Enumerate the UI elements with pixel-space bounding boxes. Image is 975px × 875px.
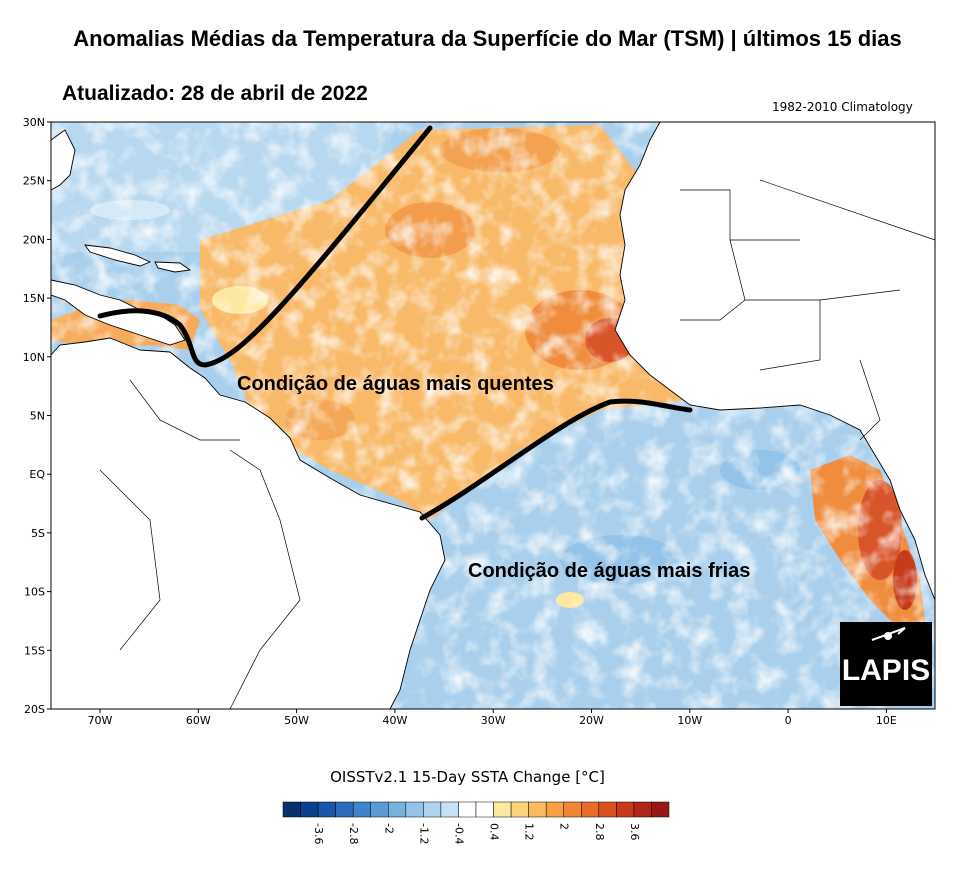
- lat-label: 30N: [23, 116, 45, 129]
- colorbar-tick-label: -2: [382, 823, 395, 834]
- colorbar-swatch: [335, 801, 354, 818]
- warm-water-annotation: Condição de águas mais quentes: [237, 373, 554, 395]
- logo-text: LAPIS: [842, 654, 930, 687]
- lat-label: 5S: [31, 527, 45, 540]
- colorbar-swatch: [423, 801, 442, 818]
- colorbar: -3.6 -2.8 -2 -1.2 -0.4 0.4 1.2 2 2.8 3.6: [282, 801, 670, 844]
- colorbar-tick-label: -2.8: [347, 823, 360, 844]
- lat-label: 5N: [30, 410, 45, 423]
- lat-label: 10N: [23, 351, 45, 364]
- colorbar-swatch: [510, 801, 529, 818]
- lat-label: 15S: [24, 644, 45, 657]
- colorbar-swatch: [633, 801, 652, 818]
- updated-date: Atualizado: 28 de abril de 2022: [62, 82, 368, 105]
- lat-label: EQ: [29, 468, 45, 481]
- colorbar-swatch: [458, 801, 477, 818]
- colorbar-swatch: [405, 801, 424, 818]
- colorbar-swatch: [475, 801, 494, 818]
- land-masses: [50, 121, 936, 710]
- colorbar-tick-label: 1.2: [523, 823, 536, 841]
- colorbar-swatch: [493, 801, 512, 818]
- cold-water-annotation: Condição de águas mais frias: [468, 560, 750, 582]
- colorbar-tick-label: 2.8: [593, 823, 606, 841]
- colorbar-swatch: [440, 801, 459, 818]
- colorbar-swatch: [317, 801, 336, 818]
- lon-label: 10E: [876, 714, 897, 727]
- page-title: Anomalias Médias da Temperatura da Super…: [73, 26, 902, 51]
- colorbar-swatch: [616, 801, 635, 818]
- colorbar-swatch: [528, 801, 547, 818]
- colorbar-label: OISSTv2.1 15-Day SSTA Change [°C]: [330, 768, 605, 786]
- lon-label: 30W: [481, 714, 506, 727]
- colorbar-swatch: [370, 801, 389, 818]
- colorbar-tick-label: 0.4: [488, 823, 501, 841]
- lon-label: 40W: [382, 714, 407, 727]
- colorbar-tick-label: -3.6: [312, 823, 325, 844]
- colorbar-tick-label: 3.6: [628, 823, 641, 841]
- colorbar-swatch: [282, 801, 301, 818]
- lon-label: 20W: [579, 714, 604, 727]
- lon-label: 10W: [677, 714, 702, 727]
- colorbar-swatch: [300, 801, 319, 818]
- colorbar-swatch: [651, 801, 670, 818]
- climatology-label: 1982-2010 Climatology: [772, 100, 913, 114]
- lat-label: 15N: [23, 292, 45, 305]
- lat-label: 20S: [24, 703, 45, 716]
- colorbar-swatch: [598, 801, 617, 818]
- warm-region-boundary: [97, 125, 693, 521]
- lat-label: 20N: [23, 233, 45, 246]
- axis-labels: 70W 60W 50W 40W 30W 20W 10W 0 10E 30N 25N 20N 15N 10N…: [23, 116, 897, 727]
- lon-label: 60W: [186, 714, 211, 727]
- lon-label: 70W: [88, 714, 113, 727]
- lat-label: 10S: [24, 586, 45, 599]
- colorbar-tick-label: -0.4: [452, 823, 465, 844]
- lon-label: 0: [785, 714, 792, 727]
- lon-label: 50W: [284, 714, 309, 727]
- colorbar-swatch: [388, 801, 407, 818]
- colorbar-swatch: [352, 801, 371, 818]
- colorbar-swatch: [581, 801, 600, 818]
- colorbar-swatch: [563, 801, 582, 818]
- colorbar-tick-label: -1.2: [417, 823, 430, 844]
- country-borders: [99, 179, 936, 710]
- lapis-logo: LAPIS: [840, 622, 932, 706]
- colorbar-tick-label: 2: [558, 823, 571, 830]
- lat-label: 25N: [23, 175, 45, 188]
- colorbar-swatch: [545, 801, 564, 818]
